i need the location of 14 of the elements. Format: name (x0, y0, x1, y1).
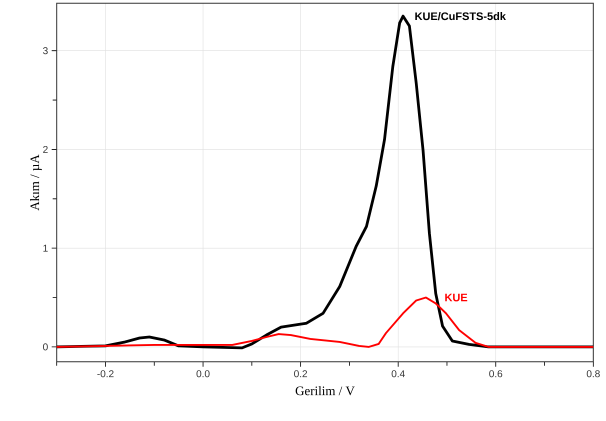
y-tick-label: 0 (43, 343, 48, 350)
y-tick-label: 2 (43, 146, 48, 153)
series-label: KUE/CuFSTS-5dk (415, 12, 506, 20)
y-tick-label: 3 (43, 47, 48, 54)
x-tick-label: 0.2 (294, 370, 308, 378)
x-tick-label: 0.8 (586, 370, 600, 378)
x-tick-label: 0.0 (196, 370, 210, 378)
y-axis-title: Akım / µA (30, 154, 42, 211)
x-tick-label: -0.2 (97, 370, 114, 378)
x-axis-title: Gerilim / V (296, 386, 355, 396)
x-tick-label: 0.6 (489, 370, 502, 378)
y-tick-label: 1 (43, 244, 48, 252)
x-tick-label: 0.4 (392, 370, 405, 378)
series-label: KUE (445, 294, 468, 302)
